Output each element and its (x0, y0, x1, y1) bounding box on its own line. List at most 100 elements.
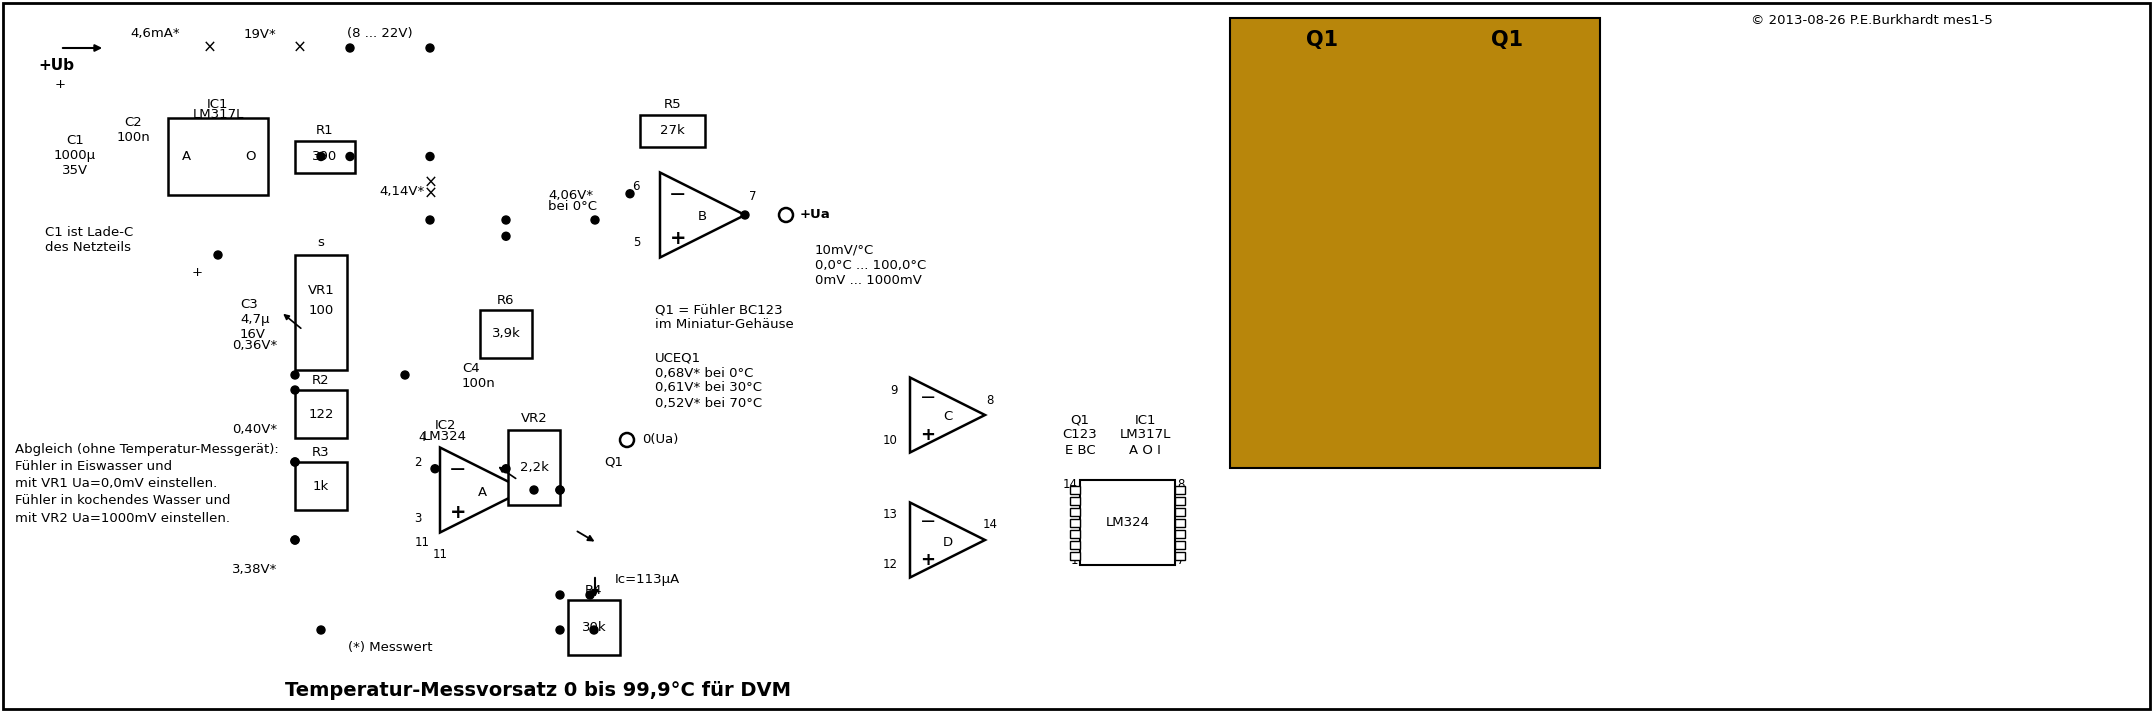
Circle shape (586, 591, 594, 599)
Text: 1: 1 (530, 466, 536, 478)
Text: A: A (478, 486, 487, 498)
Text: Fühler in kochendes Wasser und: Fühler in kochendes Wasser und (15, 495, 230, 508)
Circle shape (347, 44, 353, 52)
Text: 0,40V*: 0,40V* (233, 424, 278, 436)
Text: 3,38V*: 3,38V* (233, 563, 278, 577)
Circle shape (627, 190, 633, 198)
Text: B: B (698, 211, 706, 224)
Text: 6: 6 (633, 181, 639, 194)
Text: 0(Ua): 0(Ua) (642, 434, 678, 446)
Circle shape (291, 386, 299, 394)
Circle shape (347, 152, 353, 160)
Text: 4,06V*: 4,06V* (549, 189, 592, 201)
Text: 4,6mA*: 4,6mA* (129, 28, 181, 41)
Text: D: D (943, 535, 954, 548)
Text: Q1: Q1 (605, 456, 622, 468)
Text: 14: 14 (1064, 478, 1079, 491)
Text: C: C (943, 411, 952, 424)
Text: 4,14V*: 4,14V* (379, 186, 424, 199)
Text: 8: 8 (986, 394, 995, 407)
Text: +: + (450, 503, 467, 523)
Text: C4
100n: C4 100n (463, 362, 495, 390)
Bar (1176, 519, 1184, 527)
Bar (295, 390, 347, 438)
Text: R2: R2 (312, 374, 329, 387)
Text: mit VR2 Ua=1000mV einstellen.: mit VR2 Ua=1000mV einstellen. (15, 511, 230, 525)
Text: C2
100n: C2 100n (116, 116, 151, 144)
Bar (295, 255, 347, 370)
Circle shape (530, 486, 538, 494)
Text: 5: 5 (633, 236, 639, 249)
Circle shape (213, 251, 222, 259)
Bar (1070, 486, 1081, 494)
Text: A: A (181, 150, 192, 163)
Text: 3,9k: 3,9k (491, 328, 521, 340)
Circle shape (291, 458, 299, 466)
Text: +Ua: +Ua (801, 209, 831, 221)
Circle shape (502, 465, 510, 473)
Circle shape (555, 486, 564, 494)
Text: R3: R3 (312, 446, 329, 459)
Text: +: + (192, 266, 202, 280)
Text: 9: 9 (891, 384, 898, 397)
Text: mit VR1 Ua=0,0mV einstellen.: mit VR1 Ua=0,0mV einstellen. (15, 478, 217, 491)
Text: IC1: IC1 (1135, 414, 1156, 426)
Text: im Miniatur-Gehäuse: im Miniatur-Gehäuse (655, 318, 794, 332)
Text: C123: C123 (1064, 429, 1098, 441)
Bar (1176, 552, 1184, 560)
Text: LM324: LM324 (1104, 516, 1150, 529)
Text: 0mV ... 1000mV: 0mV ... 1000mV (816, 273, 921, 286)
Text: 30k: 30k (581, 621, 607, 634)
Bar (1070, 508, 1081, 516)
Text: 122: 122 (308, 407, 334, 421)
Circle shape (316, 152, 325, 160)
Text: R4: R4 (586, 584, 603, 597)
Bar (295, 140, 355, 172)
Text: LM324: LM324 (422, 430, 467, 443)
Text: C1 ist Lade-C
des Netzteils: C1 ist Lade-C des Netzteils (45, 226, 133, 254)
Bar (568, 600, 620, 655)
Text: 10mV/°C: 10mV/°C (816, 244, 874, 256)
Text: Temperatur-Messvorsatz 0 bis 99,9°C für DVM: Temperatur-Messvorsatz 0 bis 99,9°C für … (284, 681, 790, 701)
Text: A O I: A O I (1128, 444, 1160, 456)
Bar (639, 115, 704, 147)
Text: VR2: VR2 (521, 412, 547, 426)
Text: 0,61V* bei 30°C: 0,61V* bei 30°C (655, 382, 762, 394)
Text: 1k: 1k (312, 479, 329, 493)
Text: (8 ... 22V): (8 ... 22V) (347, 28, 413, 41)
Text: 8: 8 (1178, 478, 1184, 491)
Circle shape (426, 216, 435, 224)
Circle shape (431, 465, 439, 473)
Bar (1176, 497, 1184, 505)
Text: ×: × (424, 185, 437, 203)
Bar (1070, 552, 1081, 560)
Circle shape (502, 232, 510, 240)
Text: Ic=113µA: Ic=113µA (616, 573, 680, 587)
Text: +: + (921, 426, 937, 444)
Bar (508, 430, 560, 505)
Text: 19V*: 19V* (243, 28, 276, 41)
Text: ×: × (424, 174, 437, 192)
Text: 10: 10 (883, 434, 898, 446)
Bar (1070, 519, 1081, 527)
Circle shape (555, 626, 564, 634)
Text: R1: R1 (316, 124, 334, 137)
Text: IC2: IC2 (435, 419, 456, 432)
Text: Fühler in Eiswasser und: Fühler in Eiswasser und (15, 461, 172, 473)
Text: 11: 11 (433, 548, 448, 561)
Text: 13: 13 (883, 508, 898, 521)
Text: ×: × (293, 39, 308, 57)
Circle shape (592, 216, 599, 224)
Circle shape (555, 486, 564, 494)
Text: Q1: Q1 (1070, 414, 1089, 426)
Bar (1176, 541, 1184, 549)
Bar (1081, 480, 1176, 565)
Circle shape (502, 216, 510, 224)
Circle shape (426, 44, 435, 52)
Text: ×: × (202, 39, 217, 57)
Text: 0,36V*: 0,36V* (233, 338, 278, 352)
Text: O: O (245, 150, 256, 163)
Bar (480, 310, 532, 358)
Text: 0,52V* bei 70°C: 0,52V* bei 70°C (655, 397, 762, 409)
Text: +: + (54, 78, 65, 92)
